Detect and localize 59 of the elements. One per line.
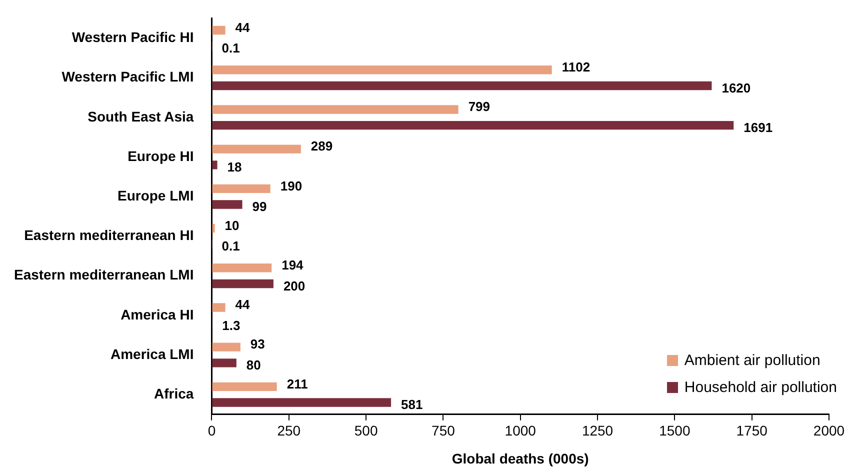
y-tick-label: South East Asia: [88, 108, 194, 124]
x-tick-label: 250: [277, 422, 301, 439]
bar: [212, 224, 215, 233]
data-label: 200: [283, 278, 306, 294]
bar: [212, 81, 712, 90]
data-label: 10: [224, 218, 240, 233]
x-tick-label: 2000: [813, 422, 845, 439]
data-label: 190: [280, 178, 302, 194]
data-label: 93: [250, 336, 265, 352]
data-label: 0.1: [222, 40, 240, 56]
data-label: 18: [227, 160, 242, 174]
x-tick-label: 0: [208, 422, 216, 439]
y-tick-label: America HI: [120, 306, 194, 322]
y-tick-label: Europe HI: [128, 148, 194, 164]
data-label: 581: [401, 397, 423, 412]
bar: [212, 342, 240, 352]
bar: [212, 144, 301, 154]
bar: [212, 66, 552, 74]
data-label: 1102: [562, 59, 590, 74]
y-tick-label: Eastern mediterranean LMI: [14, 266, 194, 283]
bar: [212, 398, 392, 407]
y-tick-label: Eastern mediterranean HI: [24, 227, 194, 244]
bar: [212, 200, 242, 209]
x-tick-label: 1250: [582, 422, 614, 439]
data-label: 1691: [744, 120, 773, 135]
y-tick-label: America LMI: [110, 346, 194, 362]
bar: [212, 26, 226, 35]
bar: [212, 382, 277, 392]
x-tick-label: 1750: [736, 422, 768, 439]
y-tick-label: Europe LMI: [117, 187, 194, 204]
x-tick-label: 750: [432, 422, 456, 439]
data-label: 44: [235, 297, 251, 312]
data-label: 80: [246, 358, 261, 372]
x-tick-label: 1500: [659, 422, 690, 439]
bar: [212, 105, 458, 114]
bar: [212, 184, 270, 194]
legend-label: Household air pollution: [684, 379, 837, 396]
bar: [212, 160, 218, 170]
y-tick-label: Western Pacific HI: [72, 29, 194, 46]
data-label: 1.3: [222, 318, 240, 333]
bar: [212, 358, 236, 368]
data-label: 1620: [722, 80, 751, 96]
data-label: 99: [252, 199, 267, 214]
data-label: 0.1: [222, 238, 240, 254]
bar: [212, 279, 274, 288]
legend-label: Ambient air pollution: [684, 352, 820, 369]
x-tick-label: 500: [354, 422, 378, 439]
x-axis-title: Global deaths (000s): [452, 450, 589, 466]
data-label: 799: [468, 99, 490, 114]
y-tick-label: Western Pacific LMI: [62, 68, 194, 85]
data-label: 44: [235, 20, 251, 35]
y-tick-label: Africa: [154, 385, 194, 402]
data-label: 211: [286, 376, 308, 392]
bar: [212, 303, 226, 312]
x-tick-label: 1000: [504, 422, 536, 439]
data-label: 194: [282, 257, 304, 272]
bar: [212, 264, 272, 272]
bar: [212, 120, 734, 130]
data-label: 289: [310, 138, 333, 154]
